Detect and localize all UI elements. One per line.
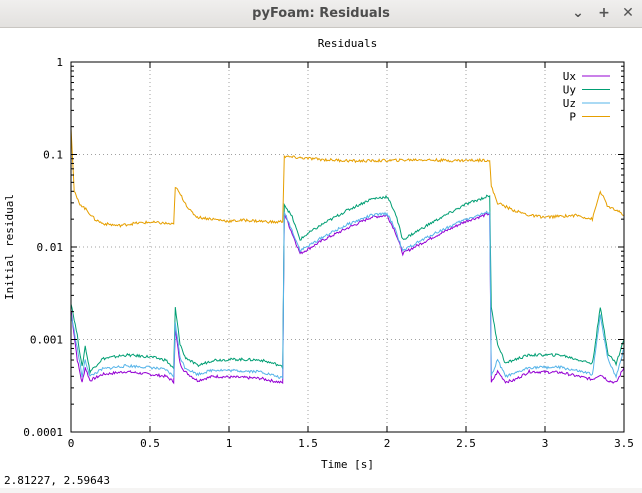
series-line-p bbox=[70, 127, 625, 228]
plot-canvas[interactable]: 0 0.5 1 1.5 2 2.5 3 3.5 0.0001 0.001 0.01 0.1 1 Resi… bbox=[0, 28, 642, 488]
x-tick-label: 0 bbox=[68, 437, 75, 450]
x-tick-label: 1 bbox=[226, 437, 233, 450]
maximize-button[interactable]: + bbox=[598, 5, 610, 21]
x-tick-label: 1.5 bbox=[298, 437, 318, 450]
y-tick-label: 0.001 bbox=[30, 334, 63, 347]
axis-ticks: 0 0.5 1 1.5 2 2.5 3 3.5 0.0001 0.001 0.01 0.1 1 bbox=[23, 56, 634, 450]
title-bar[interactable]: pyFoam: Residuals ⌄ + ✕ bbox=[0, 0, 642, 28]
x-tick-label: 3.5 bbox=[614, 437, 634, 450]
y-tick-label: 0.01 bbox=[37, 241, 64, 254]
legend-label-uz: Uz bbox=[563, 97, 576, 110]
legend-label-ux: Ux bbox=[563, 70, 577, 83]
x-tick-label: 0.5 bbox=[140, 437, 160, 450]
x-tick-label: 2 bbox=[384, 437, 391, 450]
series-line-uz bbox=[70, 210, 625, 380]
y-axis-label: Initial residual bbox=[3, 194, 16, 300]
y-tick-label: 0.1 bbox=[43, 149, 63, 162]
cursor-coordinates: 2.81227, 2.59643 bbox=[4, 474, 110, 487]
series-lines bbox=[70, 127, 625, 385]
residuals-chart[interactable]: 0 0.5 1 1.5 2 2.5 3 3.5 0.0001 0.001 0.01 0.1 1 Resi… bbox=[0, 28, 642, 488]
window-title: pyFoam: Residuals bbox=[252, 6, 390, 21]
close-button[interactable]: ✕ bbox=[622, 5, 634, 21]
y-tick-label: 1 bbox=[56, 56, 63, 69]
legend-label-uy: Uy bbox=[563, 84, 577, 97]
series-line-uy bbox=[70, 194, 625, 375]
y-tick-label: 0.0001 bbox=[23, 426, 63, 439]
x-axis-label: Time [s] bbox=[321, 458, 374, 471]
series-line-ux bbox=[70, 212, 625, 385]
x-tick-label: 2.5 bbox=[456, 437, 476, 450]
legend-label-p: P bbox=[569, 111, 576, 124]
x-tick-label: 3 bbox=[542, 437, 549, 450]
grid-lines bbox=[71, 62, 624, 432]
chart-title: Residuals bbox=[318, 37, 378, 50]
minimize-button[interactable]: ⌄ bbox=[572, 5, 584, 21]
